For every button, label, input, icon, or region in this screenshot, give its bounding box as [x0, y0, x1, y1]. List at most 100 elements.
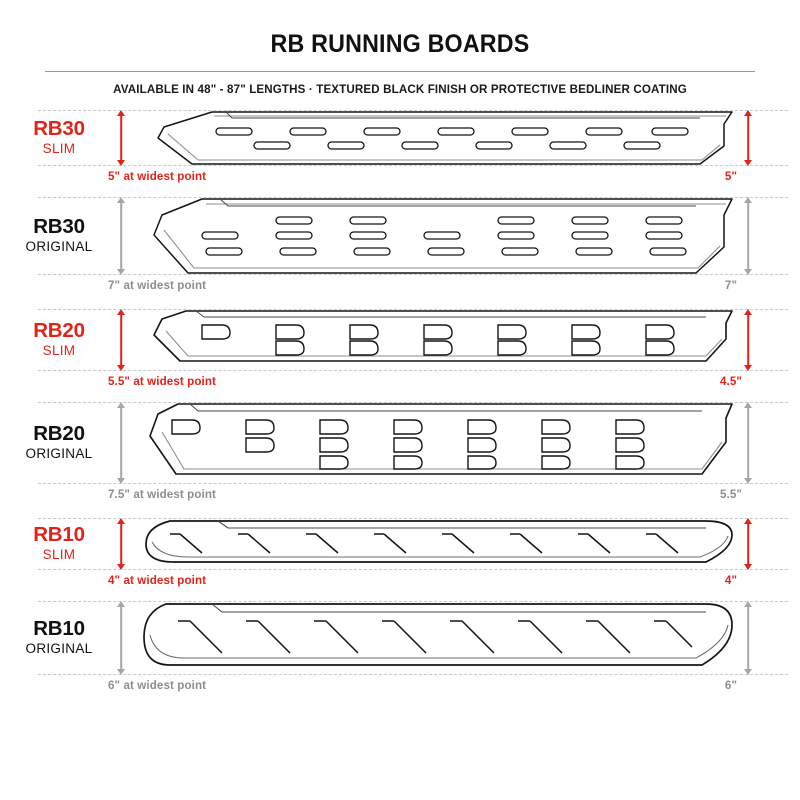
guide-line-top: [38, 518, 788, 519]
dimension-arrow-left: [114, 518, 128, 570]
dimension-arrow-right: [741, 110, 755, 166]
dimension-line: [747, 405, 749, 481]
product-row-rb30-original: RB30 ORIGINAL: [0, 197, 800, 275]
guide-line-top: [38, 402, 788, 403]
model-variant: SLIM: [42, 546, 76, 562]
dimension-arrow-left: [114, 402, 128, 484]
caption-right: 6": [724, 679, 738, 692]
model-variant: SLIM: [42, 342, 76, 358]
dimension-arrow-right: [741, 402, 755, 484]
model-variant: SLIM: [42, 140, 76, 156]
caption-right: 4.5": [719, 375, 743, 388]
arrow-down-icon: [117, 669, 125, 675]
model-label-rb10-original: RB10 ORIGINAL: [0, 618, 118, 658]
dimension-arrow-left: [114, 197, 128, 275]
caption-right: 7": [724, 279, 738, 292]
guide-line-bottom: [38, 274, 788, 275]
product-row-rb20-slim: RB20 SLIM: [0, 309, 800, 371]
model-variant: ORIGINAL: [25, 445, 93, 461]
model-name: RB20: [33, 422, 85, 446]
product-rows: RB30 SLIM: [0, 110, 800, 697]
board-illustration-rb20-slim: [140, 309, 740, 371]
caption-strip-4: 7.5" at widest point 5.5": [0, 484, 800, 506]
guide-line-bottom: [38, 483, 788, 484]
model-variant: ORIGINAL: [25, 640, 93, 656]
guide-line-top: [38, 309, 788, 310]
arrow-down-icon: [117, 269, 125, 275]
dimension-line: [747, 521, 749, 567]
guide-line-bottom: [38, 370, 788, 371]
dimension-arrow-right: [741, 601, 755, 675]
caption-right: 5": [724, 170, 738, 183]
dimension-line: [120, 200, 122, 272]
guide-line-top: [38, 601, 788, 602]
dimension-line: [120, 405, 122, 481]
caption-left: 5" at widest point: [108, 170, 207, 183]
dimension-line: [747, 113, 749, 163]
board-illustration-rb30-slim: [140, 110, 740, 168]
dimension-line: [747, 604, 749, 672]
arrow-down-icon: [744, 669, 752, 675]
caption-left: 7.5" at widest point: [108, 488, 216, 501]
dimension-arrow-right: [741, 197, 755, 275]
guide-line-top: [38, 197, 788, 198]
page-subtitle: AVAILABLE IN 48" - 87" LENGTHS · TEXTURE…: [113, 82, 687, 96]
arrow-down-icon: [744, 478, 752, 484]
caption-strip-2: 7" at widest point 7": [0, 275, 800, 297]
model-label-rb30-slim: RB30 SLIM: [0, 118, 118, 158]
page-header: RB RUNNING BOARDS AVAILABLE IN 48" - 87"…: [0, 0, 800, 96]
board-illustration-rb10-original: [140, 601, 740, 675]
caption-left: 4" at widest point: [108, 574, 207, 587]
caption-left: 5.5" at widest point: [108, 375, 216, 388]
dimension-line: [120, 521, 122, 567]
model-label-rb30-original: RB30 ORIGINAL: [0, 216, 118, 256]
model-variant: ORIGINAL: [25, 238, 93, 254]
product-row-rb10-original: RB10 ORIGINAL: [0, 601, 800, 675]
model-label-rb20-original: RB20 ORIGINAL: [0, 423, 118, 463]
dimension-arrow-left: [114, 110, 128, 166]
guide-line-top: [38, 110, 788, 111]
caption-left: 6" at widest point: [108, 679, 207, 692]
board-illustration-rb30-original: [140, 197, 740, 277]
dimension-arrow-left: [114, 601, 128, 675]
model-name: RB30: [33, 215, 85, 239]
model-label-rb10-slim: RB10 SLIM: [0, 524, 118, 564]
dimension-arrow-left: [114, 309, 128, 371]
caption-left: 7" at widest point: [108, 279, 207, 292]
caption-strip-5: 4" at widest point 4": [0, 570, 800, 592]
product-row-rb20-original: RB20 ORIGINAL: [0, 402, 800, 484]
dimension-arrow-right: [741, 309, 755, 371]
dimension-line: [747, 200, 749, 272]
model-name: RB20: [33, 319, 85, 343]
caption-strip-6: 6" at widest point 6": [0, 675, 800, 697]
dimension-arrow-right: [741, 518, 755, 570]
arrow-down-icon: [117, 365, 125, 371]
arrow-down-icon: [117, 564, 125, 570]
page-title: RB RUNNING BOARDS: [270, 30, 530, 58]
arrow-down-icon: [117, 478, 125, 484]
caption-strip-3: 5.5" at widest point 4.5": [0, 371, 800, 393]
dimension-line: [747, 312, 749, 368]
dimension-line: [120, 312, 122, 368]
caption-right: 5.5": [719, 488, 743, 501]
arrow-down-icon: [744, 365, 752, 371]
caption-strip-1: 5" at widest point 5": [0, 166, 800, 188]
product-row-rb10-slim: RB10 SLIM: [0, 518, 800, 570]
model-name: RB10: [33, 617, 85, 641]
board-illustration-rb10-slim: [140, 518, 740, 570]
dimension-line: [120, 604, 122, 672]
guide-line-bottom: [38, 165, 788, 166]
product-row-rb30-slim: RB30 SLIM: [0, 110, 800, 166]
model-name: RB30: [33, 117, 85, 141]
model-label-rb20-slim: RB20 SLIM: [0, 320, 118, 360]
guide-line-bottom: [38, 569, 788, 570]
caption-right: 4": [724, 574, 738, 587]
dimension-line: [120, 113, 122, 163]
model-name: RB10: [33, 523, 85, 547]
guide-line-bottom: [38, 674, 788, 675]
header-divider: [45, 71, 755, 72]
arrow-down-icon: [744, 269, 752, 275]
arrow-down-icon: [117, 160, 125, 166]
board-illustration-rb20-original: [140, 402, 740, 484]
arrow-down-icon: [744, 160, 752, 166]
